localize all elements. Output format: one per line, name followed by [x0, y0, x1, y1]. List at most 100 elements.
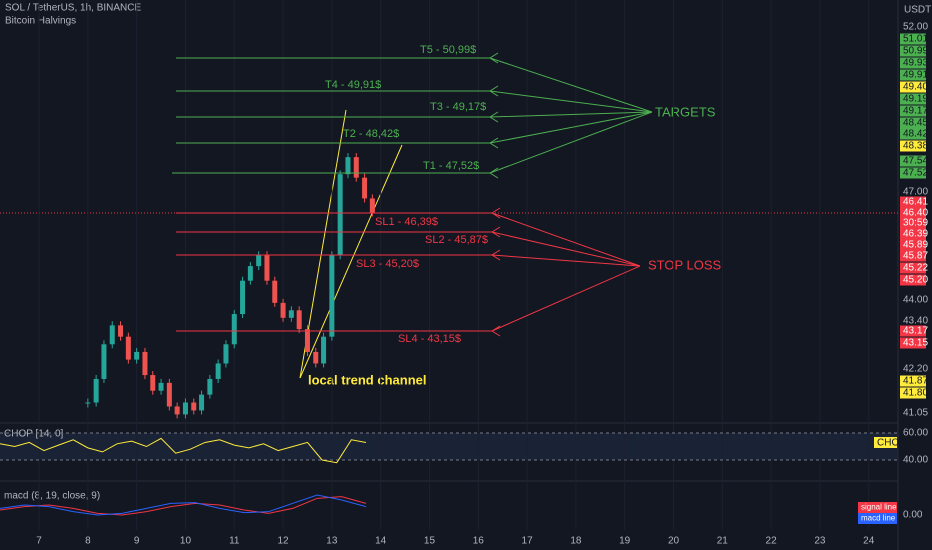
target-arrow [489, 111, 653, 149]
candle [166, 382, 172, 407]
price-label: 46.39 [903, 229, 928, 240]
time-tick-label: 13 [326, 536, 338, 547]
channel-line [299, 144, 403, 379]
chop-tag: CHOP [877, 438, 906, 449]
price-label: 52.00 [903, 22, 928, 33]
time-tick-label: 14 [375, 536, 387, 547]
stop-loss-label: SL3 - 45,20$ [356, 258, 419, 270]
price-label: 50.99 [903, 46, 928, 57]
price-label: 47.00 [903, 187, 928, 198]
price-label: 30:59 [903, 218, 928, 229]
target-label: T3 - 49,17$ [430, 101, 486, 113]
time-tick-label: 12 [278, 536, 290, 547]
time-tick-label: 19 [619, 536, 631, 547]
time-tick-label: 10 [180, 536, 192, 547]
price-tag-bg [900, 262, 926, 274]
price-tag-bg [900, 140, 926, 152]
targets-label: TARGETS [655, 104, 716, 119]
price-label: 49.19 [903, 94, 928, 105]
price-label: 45.87 [903, 251, 928, 262]
price-label: 43.17 [903, 326, 928, 337]
macd-series [0, 494, 367, 516]
price-label: 49.91 [903, 70, 928, 81]
price-label: 45.20 [903, 275, 928, 286]
price-tag-bg [900, 196, 926, 208]
price-label: 48.45 [903, 118, 928, 129]
legend-entry: macd line [861, 514, 896, 523]
target-label: T5 - 50,99$ [420, 44, 476, 56]
time-tick-label: 16 [473, 536, 485, 547]
chop-level-label: 40.00 [903, 455, 928, 466]
price-label: 49.40 [903, 82, 928, 93]
target-arrow [489, 111, 653, 179]
target-label: T1 - 47,52$ [423, 160, 479, 172]
price-tag-bg [900, 33, 926, 45]
symbol: SOL / TetherUS, 1h, BINANCE [5, 3, 141, 14]
time-tick-label: 8 [85, 536, 91, 547]
price-tag-bg [900, 128, 926, 140]
time-tick-label: 20 [668, 536, 680, 547]
time-tick-label: 9 [134, 536, 140, 547]
time-tick-label: 11 [229, 536, 240, 547]
price-tag-bg [900, 167, 926, 179]
candle [272, 280, 278, 303]
price-label: 48.42 [903, 129, 928, 140]
price-label: 44.00 [903, 295, 928, 306]
price-label: 41.80 [903, 388, 928, 399]
candle [247, 266, 253, 281]
legend-tag-bg [858, 513, 897, 524]
candle [256, 255, 262, 267]
stop-loss-label: SL2 - 45,87$ [425, 234, 488, 246]
price-label: 45.89 [903, 240, 928, 251]
price-tag-bg [900, 57, 926, 69]
target-arrow [489, 52, 653, 113]
target-arrow [489, 85, 653, 113]
stop-loss-arrow [491, 249, 641, 267]
candle [158, 382, 164, 391]
stop-loss-arrow [491, 226, 641, 267]
candle [288, 310, 294, 318]
stop-loss-label: STOP LOSS [648, 257, 722, 272]
target-label: T4 - 49,91$ [325, 79, 381, 91]
candle [182, 402, 188, 415]
candle [191, 402, 197, 411]
target-arrow [489, 111, 653, 123]
price-tag-bg [900, 117, 926, 129]
chop-title: CHOP [14, 0] [4, 429, 64, 440]
price-label: 41.05 [903, 408, 928, 419]
chop-band [0, 433, 898, 460]
target-label: T2 - 48,42$ [343, 128, 399, 140]
price-label: 47.52 [903, 168, 928, 179]
macd-title: macd (8, 19, close, 9) [4, 491, 100, 502]
legend-entry: signal line [861, 503, 897, 512]
chop-tag-bg [874, 437, 897, 448]
candle [345, 157, 351, 175]
legend-tag-bg [858, 502, 897, 513]
candle [304, 329, 310, 352]
price-label: 49.93 [903, 58, 928, 69]
candle [240, 280, 246, 315]
candle [362, 177, 368, 199]
price-tag-bg [900, 387, 926, 399]
candle [223, 344, 229, 364]
macd-zero-label: 0.00 [903, 510, 923, 521]
price-label: 46.40 [903, 208, 928, 219]
price-label: 42.20 [903, 364, 928, 375]
candle [296, 310, 302, 330]
candle [369, 198, 375, 213]
currency: USDT [904, 5, 931, 16]
price-tag-bg [900, 375, 926, 387]
price-tag-bg [900, 239, 926, 251]
candle [280, 302, 286, 318]
chop-line [0, 437, 367, 464]
candle [118, 325, 124, 337]
candle [150, 375, 156, 391]
time-tick-label: 22 [766, 536, 778, 547]
price-label: 43.40 [903, 316, 928, 327]
price-tag-bg [900, 217, 926, 229]
price-label: 47.54 [903, 156, 928, 167]
price-label: 46.41 [903, 197, 928, 208]
candle [125, 336, 131, 360]
